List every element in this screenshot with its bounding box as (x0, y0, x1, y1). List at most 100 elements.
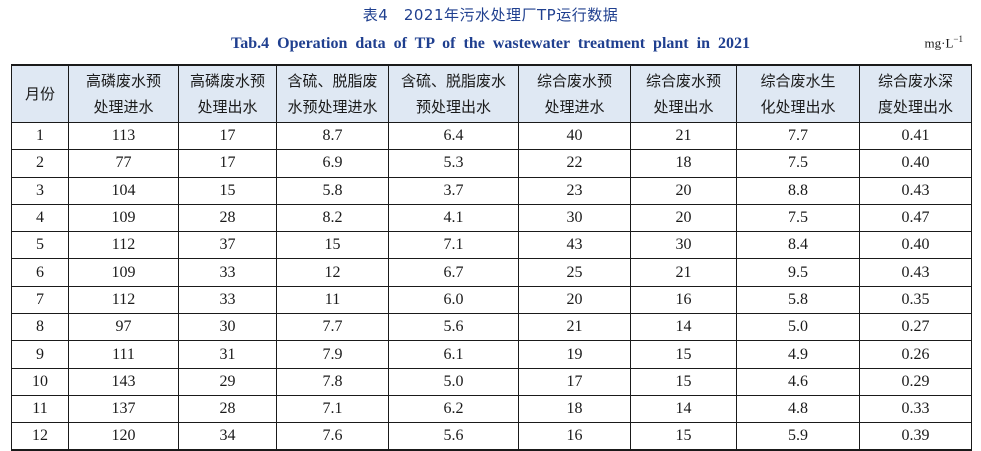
value-cell: 5.8 (736, 285, 860, 315)
column-header: 综合废水预 处理出水 (630, 64, 737, 123)
value-cell: 25 (518, 258, 631, 287)
value-cell: 19 (518, 340, 631, 369)
month-cell: 9 (11, 340, 69, 369)
value-cell: 0.26 (859, 340, 972, 369)
value-cell: 5.3 (388, 149, 519, 178)
value-cell: 33 (178, 258, 277, 287)
value-cell: 17 (518, 367, 631, 396)
column-header-line1: 高磷废水预 (85, 72, 161, 90)
table-title-english: Tab.4 Operation data of TP of the wastew… (231, 35, 750, 52)
value-cell: 23 (518, 176, 631, 205)
table-row: 11 137 28 7.1 6.2 18 14 4.8 0.33 (11, 394, 972, 424)
month-cell: 4 (11, 203, 69, 233)
table-row: 8 97 30 7.7 5.6 21 14 5.0 0.27 (11, 313, 972, 342)
unit-base: mg·L (924, 35, 954, 51)
value-cell: 4.9 (736, 340, 860, 369)
column-header-line2: 度处理出水 (877, 98, 953, 116)
table-row: 12 120 34 7.6 5.6 16 15 5.9 0.39 (11, 422, 972, 451)
value-cell: 21 (630, 121, 737, 151)
table-row: 7 112 33 11 6.0 20 16 5.8 0.35 (11, 285, 972, 315)
value-cell: 15 (630, 340, 737, 369)
value-cell: 5.9 (736, 422, 860, 451)
value-cell: 21 (630, 258, 737, 287)
value-cell: 18 (518, 394, 631, 424)
value-cell: 16 (630, 285, 737, 315)
value-cell: 15 (630, 422, 737, 451)
value-cell: 111 (68, 340, 179, 369)
value-cell: 6.0 (388, 285, 519, 315)
table-row: 3 104 15 5.8 3.7 23 20 8.8 0.43 (11, 176, 972, 205)
value-cell: 8.8 (736, 176, 860, 205)
value-cell: 9.5 (736, 258, 860, 287)
value-cell: 4.6 (736, 367, 860, 396)
table-title-chinese: 表4 2021年污水处理厂TP运行数据 (362, 6, 619, 24)
header-row: 月份 高磷废水预 处理进水 高磷废水预 处理出水 含硫、脱脂废 水预处理进水 含硫、脱脂废水预… (11, 64, 972, 123)
value-cell: 109 (68, 203, 179, 233)
value-cell: 3.7 (388, 176, 519, 205)
value-cell: 30 (178, 313, 277, 342)
column-header: 月份 (11, 64, 69, 123)
value-cell: 0.29 (859, 367, 972, 396)
value-cell: 43 (518, 231, 631, 260)
value-cell: 6.4 (388, 121, 519, 151)
value-cell: 15 (178, 176, 277, 205)
table-row: 4 109 28 8.2 4.1 30 20 7.5 0.47 (11, 203, 972, 233)
value-cell: 31 (178, 340, 277, 369)
month-cell: 3 (11, 176, 69, 205)
column-header: 高磷废水预 处理出水 (178, 64, 277, 123)
value-cell: 0.39 (859, 422, 972, 451)
table-row: 6 109 33 12 6.7 25 21 9.5 0.43 (11, 258, 972, 287)
value-cell: 0.33 (859, 394, 972, 424)
value-cell: 14 (630, 313, 737, 342)
tp-data-table: 月份 高磷废水预 处理进水 高磷废水预 处理出水 含硫、脱脂废 水预处理进水 含硫、脱脂废水预… (11, 64, 972, 451)
value-cell: 7.5 (736, 203, 860, 233)
column-header: 高磷废水预 处理进水 (68, 64, 179, 123)
column-header: 综合废水预 处理进水 (518, 64, 631, 123)
value-cell: 40 (518, 121, 631, 151)
table-row: 5 112 37 15 7.1 43 30 8.4 0.40 (11, 231, 972, 260)
month-cell: 7 (11, 285, 69, 315)
value-cell: 6.9 (276, 149, 389, 178)
value-cell: 109 (68, 258, 179, 287)
value-cell: 7.9 (276, 340, 389, 369)
value-cell: 34 (178, 422, 277, 451)
value-cell: 28 (178, 203, 277, 233)
month-cell: 5 (11, 231, 69, 260)
month-cell: 6 (11, 258, 69, 287)
month-cell: 1 (11, 121, 69, 151)
month-cell: 11 (11, 394, 69, 424)
value-cell: 5.6 (388, 422, 519, 451)
value-cell: 5.0 (388, 367, 519, 396)
month-cell: 2 (11, 149, 69, 178)
table-row: 10 143 29 7.8 5.0 17 15 4.6 0.29 (11, 367, 972, 396)
value-cell: 16 (518, 422, 631, 451)
column-header: 含硫、脱脂废 水预处理进水 (276, 64, 389, 123)
value-cell: 0.43 (859, 176, 972, 205)
column-header-line2: 水预处理进水 (287, 98, 378, 116)
value-cell: 77 (68, 149, 179, 178)
month-cell: 12 (11, 422, 69, 451)
value-cell: 37 (178, 231, 277, 260)
column-header-line2: 处理出水 (653, 98, 714, 116)
table-body: 1 113 17 8.7 6.4 40 21 7.7 0.41 2 77 17 6.9 5.3 22 18 7.… (11, 121, 972, 451)
value-cell: 5.8 (276, 176, 389, 205)
table-row: 2 77 17 6.9 5.3 22 18 7.5 0.40 (11, 149, 972, 178)
value-cell: 137 (68, 394, 179, 424)
unit-label: mg·L−1 (925, 34, 963, 51)
value-cell: 17 (178, 149, 277, 178)
value-cell: 30 (630, 231, 737, 260)
value-cell: 143 (68, 367, 179, 396)
column-header-line1: 含硫、脱脂废水 (400, 72, 506, 90)
value-cell: 7.5 (736, 149, 860, 178)
value-cell: 0.40 (859, 149, 972, 178)
column-header: 综合废水深 度处理出水 (859, 64, 972, 123)
value-cell: 20 (630, 203, 737, 233)
column-header-line1: 综合废水生 (760, 72, 836, 90)
value-cell: 4.8 (736, 394, 860, 424)
table-row: 1 113 17 8.7 6.4 40 21 7.7 0.41 (11, 121, 972, 151)
value-cell: 6.2 (388, 394, 519, 424)
column-header-line1: 高磷废水预 (189, 72, 265, 90)
month-cell: 10 (11, 367, 69, 396)
value-cell: 4.1 (388, 203, 519, 233)
